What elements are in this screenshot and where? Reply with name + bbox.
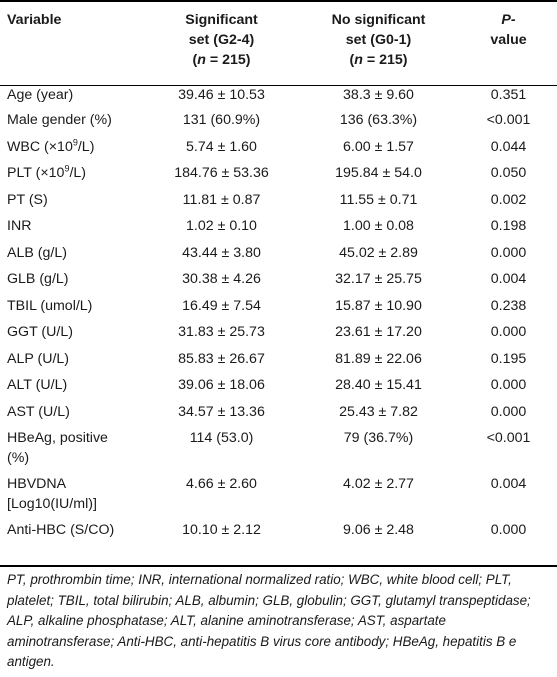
table-row: PLT (×109/L) 184.76 ± 53.36 195.84 ± 54.…: [0, 160, 557, 187]
top-rule: [0, 0, 557, 2]
table-row: PT (S) 11.81 ± 0.87 11.55 ± 0.71 0.002: [0, 187, 557, 214]
cell-variable: AST (U/L): [7, 403, 70, 420]
cell-no-significant: 45.02 ± 2.89: [339, 244, 418, 261]
cell-variable: ALB (g/L): [7, 244, 67, 261]
cell-variable: ALT (U/L): [7, 377, 68, 393]
cell-p-value: 0.000: [490, 377, 527, 393]
cell-significant: 39.46 ± 10.53: [178, 87, 265, 103]
cell-significant: 31.83 ± 25.73: [178, 324, 265, 340]
cell-significant: 4.66 ± 2.60: [186, 476, 257, 492]
cell-p-value: 0.198: [490, 218, 527, 234]
cell-no-significant: 81.89 ± 22.06: [335, 350, 422, 367]
table-row: ALB (g/L) 43.44 ± 3.80 45.02 ± 2.89 0.00…: [0, 240, 557, 267]
cell-variable: Anti-HBC (S/CO): [7, 522, 115, 538]
cell-p-value: 0.000: [490, 522, 527, 538]
table-row: WBC (×109/L) 5.74 ± 1.60 6.00 ± 1.57 0.0…: [0, 134, 557, 161]
table-row: Anti-HBC (S/CO) 10.10 ± 2.12 9.06 ± 2.48…: [0, 517, 557, 544]
cell-variable: WBC (×109/L): [7, 136, 95, 155]
cell-significant: 5.74 ± 1.60: [186, 138, 257, 155]
cell-p-value: <0.001: [486, 430, 531, 446]
cell-no-significant: 195.84 ± 54.0: [335, 165, 422, 181]
cell-variable: PT (S): [7, 191, 48, 208]
table-row: Age (year) 39.46 ± 10.53 38.3 ± 9.60 0.3…: [0, 77, 557, 107]
table-row: AST (U/L) 34.57 ± 13.36 25.43 ± 7.82 0.0…: [0, 399, 557, 426]
header-rule: [0, 85, 557, 86]
table-row: GLB (g/L) 30.38 ± 4.26 32.17 ± 25.75 0.0…: [0, 266, 557, 293]
cell-no-significant: 136 (63.3%): [339, 112, 418, 128]
cell-variable: INR: [7, 218, 32, 234]
cell-p-value: 0.000: [490, 403, 527, 420]
cell-significant: 131 (60.9%): [182, 112, 261, 128]
table-row: GGT (U/L) 31.83 ± 25.73 23.61 ± 17.20 0.…: [0, 319, 557, 346]
cell-p-value: 0.004: [490, 476, 527, 492]
table-footnote: PT, prothrombin time; INR, international…: [7, 572, 531, 669]
cell-significant: 34.57 ± 13.36: [178, 403, 265, 420]
cell-significant: 85.83 ± 26.67: [178, 350, 265, 367]
cell-significant: 43.44 ± 3.80: [182, 244, 261, 261]
cell-significant: 10.10 ± 2.12: [182, 522, 261, 538]
cell-significant: 184.76 ± 53.36: [174, 165, 269, 181]
header-no-significant-set: No significant set (G0-1) (n = 215): [331, 12, 426, 68]
cell-p-value: 0.044: [490, 138, 527, 155]
table-row: HBeAg, positive (%) 114 (53.0) 79 (36.7%)…: [0, 425, 557, 471]
cell-no-significant: 79 (36.7%): [343, 430, 414, 446]
cell-no-significant: 9.06 ± 2.48: [343, 522, 414, 538]
header-significant-set: Significant set (G2-4) (n = 215): [185, 12, 258, 68]
table-row: ALP (U/L) 85.83 ± 26.67 81.89 ± 22.06 0.…: [0, 346, 557, 373]
cell-significant: 39.06 ± 18.06: [178, 377, 265, 393]
cell-p-value: 0.238: [490, 297, 527, 314]
cell-variable: Male gender (%): [7, 112, 112, 128]
cell-no-significant: 6.00 ± 1.57: [343, 138, 414, 155]
cell-variable: HBVDNA [Log10(IU/ml)]: [7, 476, 97, 512]
header-variable: Variable: [7, 12, 62, 28]
cell-no-significant: 32.17 ± 25.75: [335, 271, 422, 287]
table-row: HBVDNA [Log10(IU/ml)] 4.66 ± 2.60 4.02 ± …: [0, 471, 557, 517]
cell-variable: PLT (×109/L): [7, 163, 87, 181]
cell-no-significant: 11.55 ± 0.71: [339, 191, 418, 208]
cell-significant: 16.49 ± 7.54: [182, 297, 261, 314]
table-row: Male gender (%) 131 (60.9%) 136 (63.3%) …: [0, 107, 557, 134]
cell-p-value: 0.004: [490, 271, 527, 287]
cell-significant: 1.02 ± 0.10: [186, 218, 257, 234]
cell-p-value: 0.000: [490, 324, 527, 340]
cell-significant: 30.38 ± 4.26: [182, 271, 261, 287]
cell-p-value: 0.351: [490, 87, 527, 103]
cell-no-significant: 28.40 ± 15.41: [335, 377, 422, 393]
cell-p-value: 0.002: [490, 191, 527, 208]
cell-p-value: <0.001: [486, 112, 531, 128]
cell-variable: GGT (U/L): [7, 324, 73, 340]
cell-no-significant: 4.02 ± 2.77: [343, 476, 414, 492]
cell-significant: 11.81 ± 0.87: [182, 191, 261, 208]
cell-no-significant: 38.3 ± 9.60: [343, 87, 414, 103]
header-p-value: P- value: [490, 12, 527, 48]
cell-no-significant: 15.87 ± 10.90: [335, 297, 422, 314]
table-row: TBIL (umol/L) 16.49 ± 7.54 15.87 ± 10.90…: [0, 293, 557, 320]
cell-p-value: 0.195: [490, 350, 527, 367]
cell-significant: 114 (53.0): [189, 430, 254, 446]
data-table: Variable Significant set (G2-4) (n = 215…: [0, 2, 557, 544]
cell-no-significant: 1.00 ± 0.08: [343, 218, 414, 234]
cell-variable: HBeAg, positive (%): [7, 430, 108, 466]
cell-variable: GLB (g/L): [7, 271, 69, 287]
cell-no-significant: 23.61 ± 17.20: [335, 324, 422, 340]
bottom-rule: [0, 565, 557, 567]
table-row: INR 1.02 ± 0.10 1.00 ± 0.08 0.198: [0, 213, 557, 240]
cell-p-value: 0.050: [490, 165, 527, 181]
cell-variable: ALP (U/L): [7, 350, 70, 367]
header-row: Variable Significant set (G2-4) (n = 215…: [0, 2, 557, 77]
cell-variable: Age (year): [7, 87, 74, 103]
cell-variable: TBIL (umol/L): [7, 297, 93, 314]
cell-p-value: 0.000: [490, 244, 527, 261]
table-row: ALT (U/L) 39.06 ± 18.06 28.40 ± 15.41 0.…: [0, 372, 557, 399]
cell-no-significant: 25.43 ± 7.82: [339, 403, 418, 420]
